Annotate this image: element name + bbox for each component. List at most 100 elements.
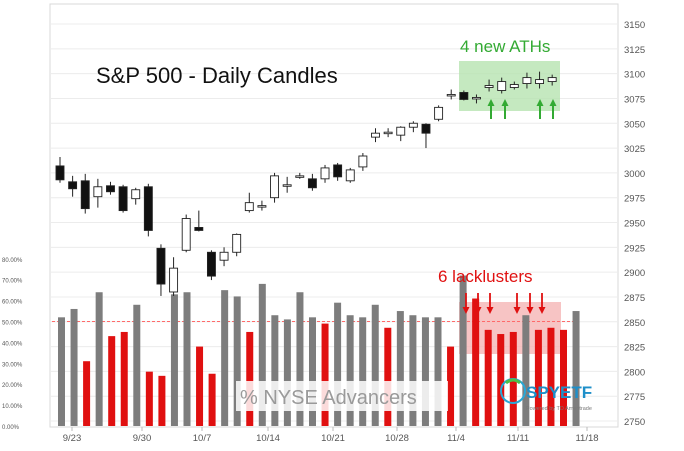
advancers-bar bbox=[534, 329, 542, 426]
advancers-bar bbox=[547, 327, 555, 426]
candle-body bbox=[80, 180, 90, 210]
candle-body bbox=[131, 189, 141, 200]
x-tick-label: 10/28 bbox=[385, 433, 409, 444]
advancers-tick-label: 50.00% bbox=[2, 321, 23, 327]
price-tick-label: 3000 bbox=[624, 169, 645, 180]
candle-body bbox=[270, 175, 279, 199]
candle-body bbox=[169, 267, 179, 293]
lackluster-annotation: 6 lacklusters bbox=[438, 267, 532, 286]
ath-arrow-head bbox=[487, 99, 495, 106]
candle-body bbox=[371, 132, 380, 138]
candle-body bbox=[244, 202, 254, 212]
price-tick-label: 2800 bbox=[624, 367, 645, 378]
advancers-tick-label: 30.00% bbox=[2, 362, 23, 368]
advancers-bar bbox=[434, 317, 442, 426]
advancers-bar bbox=[271, 315, 279, 426]
lackluster-arrow-head bbox=[462, 307, 470, 314]
candle-body bbox=[219, 251, 229, 261]
ath-annotation: 4 new ATHs bbox=[460, 37, 550, 56]
advancers-bar bbox=[133, 304, 141, 426]
advancers-tick-label: 20.00% bbox=[2, 383, 23, 389]
advancers-bar bbox=[283, 319, 291, 426]
advancers-bar bbox=[396, 311, 404, 426]
advancers-bar bbox=[258, 283, 266, 426]
candle-body bbox=[396, 126, 406, 136]
advancers-series-label: % NYSE Advancers bbox=[240, 387, 417, 409]
lackluster-arrow-head bbox=[513, 307, 521, 314]
price-tick-label: 3100 bbox=[624, 70, 645, 81]
candle-body bbox=[459, 92, 469, 100]
candle-body bbox=[282, 184, 292, 187]
price-tick-label: 2925 bbox=[624, 243, 645, 254]
price-tick-label: 3050 bbox=[624, 119, 645, 130]
candle-body bbox=[206, 251, 216, 277]
candle-body bbox=[472, 96, 481, 100]
advancers-bar bbox=[233, 296, 241, 426]
advancers-bar bbox=[459, 275, 467, 426]
advancers-bar bbox=[359, 317, 367, 426]
ath-arrow-head bbox=[501, 99, 509, 106]
logo-swoosh bbox=[505, 378, 521, 385]
advancers-bar bbox=[183, 292, 191, 426]
advancers-bar bbox=[108, 336, 116, 426]
x-tick-label: 10/14 bbox=[256, 433, 280, 444]
advancers-tick-label: 60.00% bbox=[2, 300, 23, 306]
lackluster-arrow-head bbox=[538, 307, 546, 314]
logo-subtext: Powered by TD Ameritrade bbox=[526, 406, 592, 412]
ath-arrow-head bbox=[536, 99, 544, 106]
advancers-bar bbox=[170, 294, 178, 426]
advancers-bar bbox=[83, 361, 91, 426]
candle-body bbox=[497, 81, 507, 91]
ath-arrow-head bbox=[549, 99, 557, 106]
candle-body bbox=[446, 94, 456, 97]
candle-body bbox=[181, 218, 191, 251]
price-tick-label: 3150 bbox=[624, 20, 645, 31]
advancers-bar bbox=[196, 346, 204, 426]
candle-body bbox=[143, 186, 153, 231]
x-tick-label: 10/7 bbox=[193, 433, 212, 444]
advancers-tick-label: 40.00% bbox=[2, 341, 23, 347]
x-tick-label: 11/11 bbox=[507, 433, 529, 444]
advancers-bar bbox=[484, 329, 492, 426]
x-tick-label: 11/4 bbox=[447, 433, 465, 444]
price-tick-label: 2825 bbox=[624, 343, 645, 354]
ath-highlight-box bbox=[459, 61, 560, 111]
advancers-tick-label: 0.00% bbox=[2, 425, 20, 431]
advancers-bar bbox=[208, 373, 216, 426]
advancers-label-bg bbox=[236, 381, 448, 411]
price-tick-label: 3025 bbox=[624, 144, 645, 155]
candle-body bbox=[194, 227, 204, 231]
advancers-bar bbox=[421, 317, 429, 426]
price-tick-label: 2875 bbox=[624, 293, 645, 304]
x-tick-label: 11/18 bbox=[575, 433, 598, 444]
advancers-bar bbox=[346, 315, 354, 426]
candle-body bbox=[547, 77, 557, 83]
candle-body bbox=[68, 181, 78, 190]
price-tick-label: 2950 bbox=[624, 219, 645, 230]
candle-body bbox=[118, 186, 128, 212]
candle-body bbox=[257, 205, 267, 208]
advancers-bar bbox=[158, 375, 166, 426]
candle-body bbox=[383, 131, 393, 135]
advancers-bar bbox=[246, 331, 254, 426]
lackluster-arrow-head bbox=[526, 307, 534, 314]
candle-body bbox=[522, 77, 532, 85]
candle-body bbox=[408, 122, 418, 128]
advancers-bar bbox=[145, 371, 153, 426]
advancers-bar bbox=[70, 308, 78, 426]
candle-body bbox=[320, 167, 330, 180]
advancers-bar bbox=[58, 317, 65, 426]
candle-body bbox=[55, 165, 65, 181]
advancers-bar bbox=[409, 315, 417, 426]
advancers-bar bbox=[572, 311, 580, 426]
logo-text: SPYETF bbox=[526, 383, 592, 402]
price-tick-label: 2750 bbox=[624, 417, 645, 428]
advancers-bar bbox=[522, 315, 530, 426]
candle-body bbox=[106, 185, 115, 193]
advancers-tick-label: 80.00% bbox=[2, 258, 23, 264]
advancers-bar bbox=[334, 302, 342, 426]
chart-title: S&P 500 - Daily Candles bbox=[96, 63, 338, 88]
candle-body bbox=[345, 169, 355, 182]
candle-body bbox=[434, 106, 444, 120]
price-tick-label: 2850 bbox=[624, 318, 645, 329]
